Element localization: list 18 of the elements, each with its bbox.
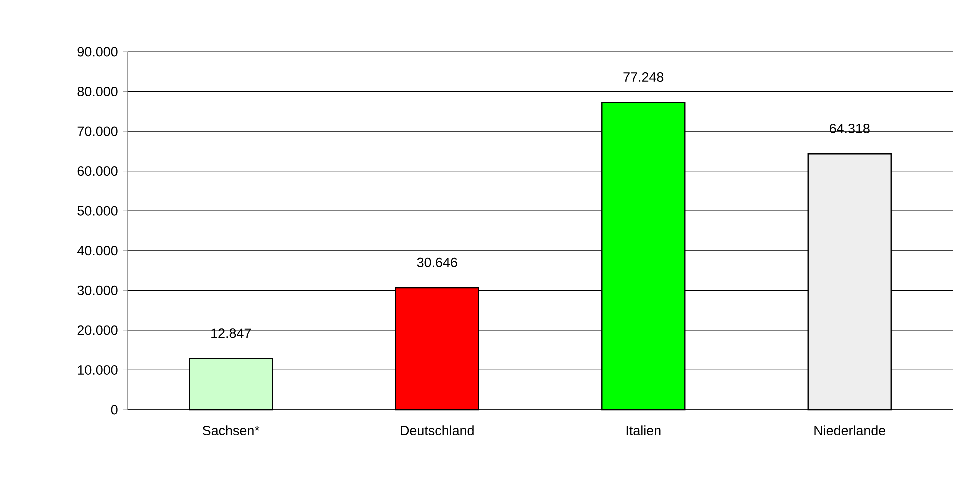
y-tick-label: 60.000 [78,166,118,176]
y-tick-label: 70.000 [78,126,118,136]
y-tick-label: 40.000 [78,246,118,256]
data-label: 64.318 [830,124,870,134]
x-tick-label: Deutschland [401,426,474,436]
x-tick-label: Niederlande [814,426,886,436]
x-tick-label: Italien [626,426,661,436]
data-label: 77.248 [624,72,664,82]
y-tick-label: 50.000 [78,206,118,216]
y-tick-label: 0 [111,405,118,415]
data-label: 30.646 [417,258,458,268]
data-label: 12.847 [212,328,252,338]
y-tick-label: 90.000 [78,47,118,57]
y-tick-label: 20.000 [78,326,118,336]
y-tick-label: 10.000 [78,365,118,375]
y-tick-label: 30.000 [78,286,118,296]
x-tick-label: Sachsen* [202,426,260,436]
y-tick-label: 80.000 [78,87,118,97]
